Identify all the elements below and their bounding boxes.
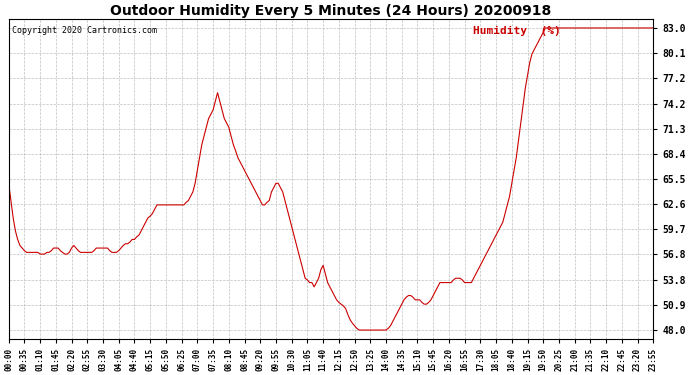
Title: Outdoor Humidity Every 5 Minutes (24 Hours) 20200918: Outdoor Humidity Every 5 Minutes (24 Hou… (110, 4, 551, 18)
Text: Humidity  (%): Humidity (%) (473, 26, 560, 36)
Text: Copyright 2020 Cartronics.com: Copyright 2020 Cartronics.com (12, 26, 157, 35)
